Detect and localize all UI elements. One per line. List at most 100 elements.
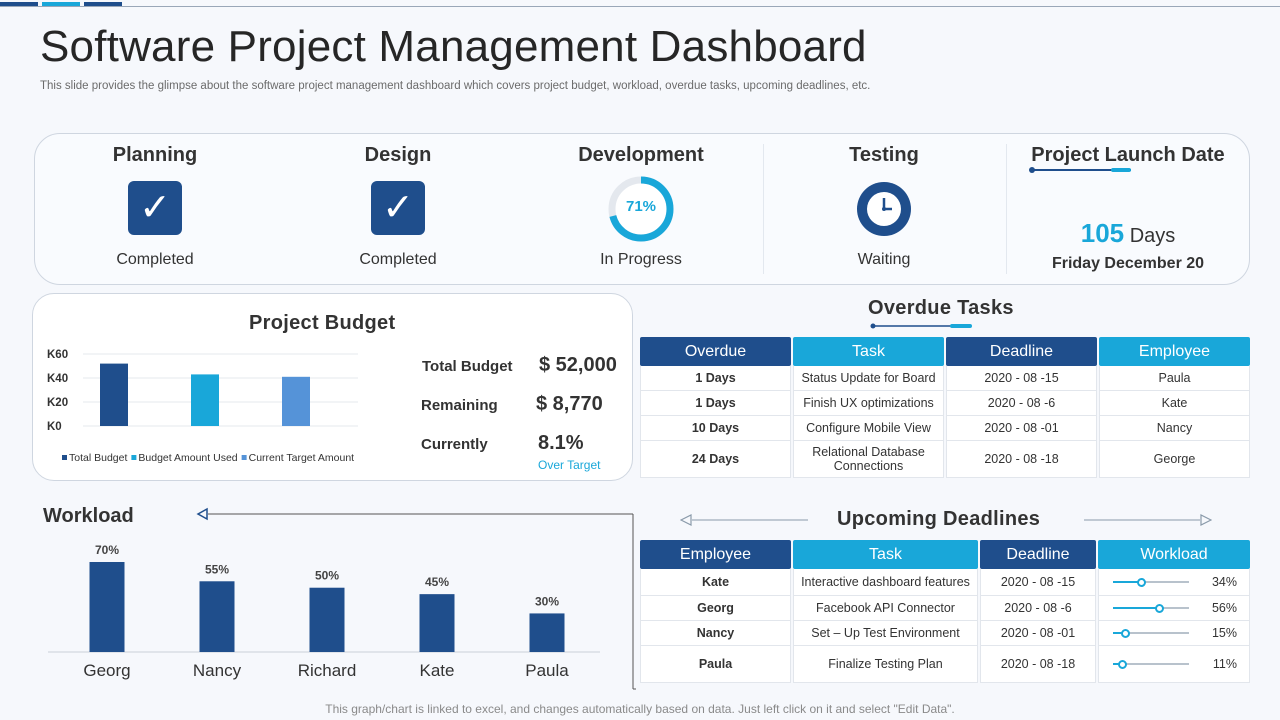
workload-slider-track [1113, 663, 1189, 665]
legend-swatch [131, 455, 137, 460]
table-row: 10 Days Configure Mobile View 2020 - 08 … [640, 416, 1250, 441]
table-row: Georg Facebook API Connector 2020 - 08 -6 5… [640, 596, 1250, 621]
table-row: 1 Days Finish UX optimizations 2020 - 08… [640, 391, 1250, 416]
workload-title: Workload [43, 505, 134, 527]
budget-bar[interactable] [191, 374, 219, 426]
bar-value-label: 30% [535, 594, 559, 608]
accent-tab [0, 2, 38, 7]
accent-tab [84, 2, 122, 7]
bar-value-label: 70% [95, 543, 119, 557]
deadline-cell: 2020 - 08 -01 [946, 416, 1097, 441]
progress-ring: 71% [606, 174, 676, 244]
workload-bar[interactable] [309, 587, 345, 652]
employee-cell: Kate [1099, 391, 1250, 416]
stage-title: Design [364, 144, 432, 166]
y-tick-label: K20 [47, 397, 68, 409]
employee-cell: Paula [1099, 366, 1250, 391]
stage-title: Planning [112, 144, 198, 166]
stage-planning: Planning ✓ Completed [35, 134, 275, 284]
triangle-right-icon [1200, 514, 1212, 526]
overdue-cell: 10 Days [640, 416, 791, 441]
deadline-cell: 2020 - 08 -18 [946, 441, 1097, 478]
workload-slider-track [1113, 632, 1189, 634]
task-cell: Interactive dashboard features [793, 569, 978, 596]
stage-title: Development [578, 144, 704, 166]
stage-status: Waiting [857, 251, 911, 268]
task-cell: Finish UX optimizations [793, 391, 944, 416]
over-target-label: Over Target [538, 458, 601, 472]
y-tick-label: K60 [47, 349, 68, 361]
column-header-task[interactable]: Task [793, 540, 978, 569]
divider [763, 144, 764, 274]
budget-bar[interactable] [282, 376, 310, 426]
workload-slider-knob[interactable] [1136, 577, 1146, 587]
checkmark-icon: ✓ [371, 181, 425, 235]
progress-percent: 71% [625, 198, 657, 215]
launch-days: 105 Days [1007, 218, 1249, 249]
triangle-left-icon [680, 514, 692, 526]
employee-cell: Georg [640, 596, 791, 621]
workload-slider-knob[interactable] [1117, 659, 1127, 669]
budget-chart[interactable]: K0 K20 K40 K60 Total Budget Budget Amount Use… [43, 344, 393, 474]
deadline-cell: 2020 - 08 -18 [980, 646, 1096, 683]
workload-chart[interactable]: 70% Georg 55% Nancy 50% Richard 45% Kate 30% Paul… [40, 530, 610, 690]
column-header-deadline[interactable]: Deadline [980, 540, 1096, 569]
budget-bar[interactable] [100, 363, 128, 426]
workload-bar[interactable] [419, 594, 455, 652]
deadline-cell: 2020 - 08 -01 [980, 621, 1096, 646]
upcoming-deadlines-table: Employee Task Deadline Workload Kate Inte… [638, 540, 1252, 683]
project-stages-panel: Planning ✓ Completed Design ✓ Completed … [34, 133, 1250, 285]
total-budget-value: $ 52,000 [539, 354, 617, 376]
employee-cell: Paula [640, 646, 791, 683]
category-label: Georg [83, 661, 130, 680]
deadline-cell: 2020 - 08 -15 [980, 569, 1096, 596]
workload-slider-knob[interactable] [1155, 603, 1165, 613]
workload-slider-fill [1113, 632, 1126, 634]
column-header-task[interactable]: Task [793, 337, 944, 366]
column-header-workload[interactable]: Workload [1098, 540, 1250, 569]
workload-slider-fill [1113, 607, 1160, 609]
column-header-employee[interactable]: Employee [640, 540, 791, 569]
page-subtitle: This slide provides the glimpse about th… [40, 80, 871, 92]
category-label: Kate [420, 661, 455, 680]
table-row: Kate Interactive dashboard features 2020 -… [640, 569, 1250, 596]
stage-testing: Testing Waiting [764, 134, 1004, 284]
progress-ring-icon [608, 176, 674, 242]
title-underline [870, 323, 972, 329]
overdue-tasks-title: Overdue Tasks [868, 297, 1014, 319]
workload-slider-knob[interactable] [1121, 628, 1131, 638]
task-cell: Relational Database Connections [793, 441, 944, 478]
column-header-overdue[interactable]: Overdue [640, 337, 791, 366]
stage-design: Design ✓ Completed [278, 134, 518, 284]
connector-line [196, 507, 636, 690]
divider [1006, 144, 1007, 274]
workload-percent: 56% [1211, 601, 1237, 615]
workload-cell: 56% [1098, 596, 1250, 621]
legend-label: Current Target Amount [249, 452, 355, 464]
column-header-employee[interactable]: Employee [1099, 337, 1250, 366]
y-tick-label: K40 [47, 373, 68, 385]
launch-days-number: 105 [1080, 218, 1125, 248]
employee-cell: George [1099, 441, 1250, 478]
table-row: Nancy Set – Up Test Environment 2020 - 08 … [640, 621, 1250, 646]
y-tick-label: K0 [47, 421, 62, 433]
deadline-cell: 2020 - 08 -6 [946, 391, 1097, 416]
task-cell: Status Update for Board [793, 366, 944, 391]
column-header-deadline[interactable]: Deadline [946, 337, 1097, 366]
workload-bar[interactable] [529, 613, 565, 652]
workload-slider-fill [1113, 663, 1123, 665]
employee-cell: Nancy [640, 621, 791, 646]
title-underline-dot [1029, 167, 1035, 173]
task-cell: Facebook API Connector [793, 596, 978, 621]
workload-cell: 34% [1098, 569, 1250, 596]
top-accent-bar [0, 0, 1280, 8]
stage-status: In Progress [600, 251, 682, 268]
workload-bar[interactable] [199, 581, 235, 652]
workload-percent: 34% [1211, 575, 1237, 589]
top-rule [0, 6, 1280, 7]
panel-title: Project Budget [249, 312, 396, 334]
workload-bar[interactable] [89, 562, 125, 652]
overdue-tasks-table: Overdue Task Deadline Employee 1 Days St… [638, 337, 1252, 478]
legend-label: Total Budget [69, 452, 127, 464]
task-cell: Set – Up Test Environment [793, 621, 978, 646]
